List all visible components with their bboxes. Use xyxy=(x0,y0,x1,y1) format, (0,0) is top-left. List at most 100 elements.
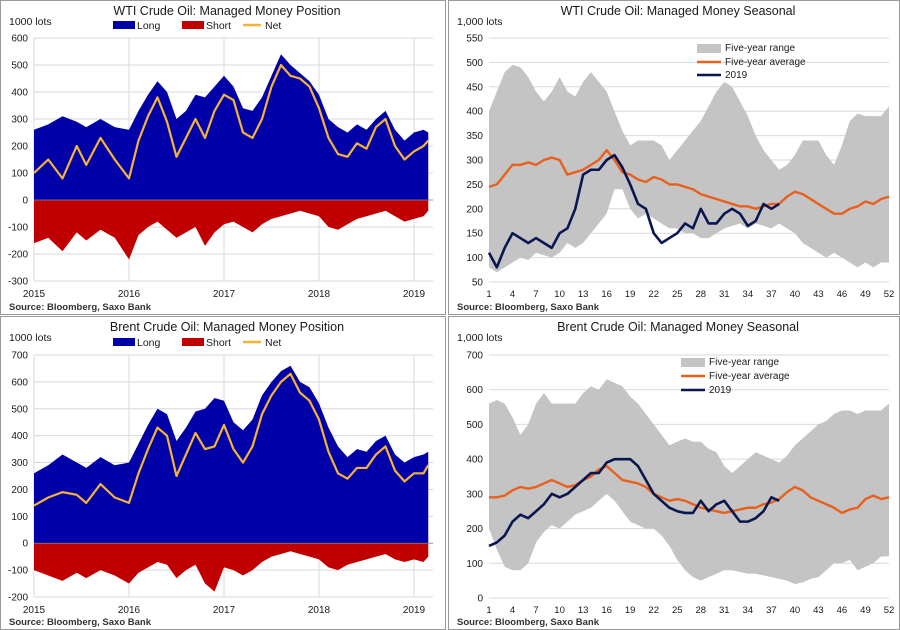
five-year-range-band xyxy=(489,64,889,273)
legend-2019-label: 2019 xyxy=(725,70,748,81)
x-tick-label: 13 xyxy=(578,289,589,300)
x-tick-label: 49 xyxy=(860,289,871,300)
x-tick-label: 13 xyxy=(578,605,589,616)
y-tick-label: 0 xyxy=(22,539,28,550)
x-tick-label: 16 xyxy=(601,605,612,616)
y-tick-label: -100 xyxy=(8,223,28,234)
y-tick-label: -200 xyxy=(8,593,28,604)
y-axis-unit-label: 1,000 lots xyxy=(457,16,503,28)
x-tick-label: 2016 xyxy=(118,605,141,616)
five-year-range-band xyxy=(489,379,889,585)
y-tick-label: 400 xyxy=(11,431,28,442)
series-short-area xyxy=(34,200,429,260)
x-tick-label: 43 xyxy=(813,605,824,616)
chart-panel-wti-seasonal: WTI Crude Oil: Managed Money Seasonal 1,0… xyxy=(448,0,900,315)
y-tick-label: 600 xyxy=(466,385,483,396)
y-tick-label: 300 xyxy=(466,489,483,500)
legend-five-year-average-label: Five-year average xyxy=(709,371,790,382)
y-axis-unit-label: 1,000 lots xyxy=(457,332,503,344)
x-tick-label: 22 xyxy=(648,289,659,300)
x-tick-label: 2016 xyxy=(118,289,141,300)
chart-panel-brent-position: Brent Crude Oil: Managed Money Position 1… xyxy=(0,316,446,630)
y-tick-label: 400 xyxy=(466,455,483,466)
x-tick-label: 16 xyxy=(601,289,612,300)
x-tick-label: 31 xyxy=(719,605,730,616)
x-tick-label: 19 xyxy=(625,605,636,616)
series-long-area xyxy=(34,54,429,201)
y-axis-unit-label: 1000 lots xyxy=(9,332,52,344)
x-tick-label: 2019 xyxy=(403,289,426,300)
y-tick-label: 100 xyxy=(11,512,28,523)
x-tick-label: 2018 xyxy=(308,605,331,616)
legend-label-long: Long xyxy=(137,20,161,32)
y-tick-label: 200 xyxy=(11,485,28,496)
legend-five-year-range-swatch xyxy=(697,44,721,53)
wti-seasonal-chart: WTI Crude Oil: Managed Money Seasonal 1,0… xyxy=(457,4,895,313)
y-tick-label: 450 xyxy=(466,82,483,93)
x-tick-label: 37 xyxy=(766,289,777,300)
y-tick-label: 600 xyxy=(11,34,28,45)
y-tick-label: 300 xyxy=(466,156,483,167)
x-tick-label: 7 xyxy=(533,605,538,616)
legend-label-net: Net xyxy=(265,337,281,349)
x-tick-label: 46 xyxy=(837,289,848,300)
source-note: Source: Bloomberg, Saxo Bank xyxy=(457,617,600,628)
x-tick-label: 4 xyxy=(510,289,515,300)
legend-five-year-range-label: Five-year range xyxy=(709,357,779,368)
y-tick-label: 100 xyxy=(466,559,483,570)
x-tick-label: 25 xyxy=(672,289,683,300)
y-tick-label: 200 xyxy=(466,524,483,535)
legend-five-year-average-label: Five-year average xyxy=(725,57,806,68)
y-tick-label: 550 xyxy=(466,34,483,45)
x-tick-label: 34 xyxy=(743,605,754,616)
y-tick-label: 0 xyxy=(22,196,28,207)
legend-five-year-range-swatch xyxy=(681,358,705,367)
x-tick-label: 40 xyxy=(790,289,801,300)
y-tick-label: 150 xyxy=(466,229,483,240)
x-tick-label: 2017 xyxy=(213,289,236,300)
x-tick-label: 52 xyxy=(884,605,895,616)
x-tick-label: 49 xyxy=(860,605,871,616)
series-long-area xyxy=(34,365,429,544)
y-tick-label: 200 xyxy=(11,142,28,153)
y-tick-label: 500 xyxy=(11,404,28,415)
legend-label-short: Short xyxy=(206,20,231,32)
x-tick-label: 28 xyxy=(695,289,706,300)
brent-position-chart: Brent Crude Oil: Managed Money Position 1… xyxy=(8,320,433,628)
legend-swatch-long xyxy=(113,338,135,346)
chart-title: WTI Crude Oil: Managed Money Position xyxy=(113,4,340,18)
source-note: Source: Bloomberg, Saxo Bank xyxy=(9,617,152,628)
x-tick-label: 2017 xyxy=(213,605,236,616)
x-tick-label: 7 xyxy=(533,289,538,300)
x-tick-label: 4 xyxy=(510,605,515,616)
legend-label-short: Short xyxy=(206,337,231,349)
five-year-average-line xyxy=(489,464,890,515)
y-tick-label: -100 xyxy=(8,566,28,577)
legend-label-long: Long xyxy=(137,337,161,349)
five-year-average-line xyxy=(488,149,890,215)
x-tick-label: 2015 xyxy=(23,289,46,300)
series-2019-line xyxy=(487,153,780,269)
x-tick-label: 1 xyxy=(486,605,491,616)
x-tick-label: 25 xyxy=(672,605,683,616)
y-tick-label: 0 xyxy=(477,594,483,605)
y-tick-label: -300 xyxy=(8,277,28,288)
series-2019-line xyxy=(488,457,780,548)
legend-swatch-short xyxy=(182,21,204,29)
chart-panel-wti-position: WTI Crude Oil: Managed Money Position 100… xyxy=(0,0,446,315)
y-tick-label: 500 xyxy=(11,61,28,72)
x-tick-label: 10 xyxy=(554,289,565,300)
y-tick-label: 400 xyxy=(466,107,483,118)
brent-seasonal-chart: Brent Crude Oil: Managed Money Seasonal 1… xyxy=(457,320,895,628)
y-tick-label: 700 xyxy=(466,351,483,362)
y-tick-label: 300 xyxy=(11,458,28,469)
source-note: Source: Bloomberg, Saxo Bank xyxy=(457,302,600,313)
legend-2019-label: 2019 xyxy=(709,385,732,396)
x-tick-label: 22 xyxy=(648,605,659,616)
x-tick-label: 46 xyxy=(837,605,848,616)
x-tick-label: 43 xyxy=(813,289,824,300)
x-tick-label: 31 xyxy=(719,289,730,300)
x-tick-label: 52 xyxy=(884,289,895,300)
legend-five-year-range-label: Five-year range xyxy=(725,43,795,54)
y-tick-label: 700 xyxy=(11,351,28,362)
